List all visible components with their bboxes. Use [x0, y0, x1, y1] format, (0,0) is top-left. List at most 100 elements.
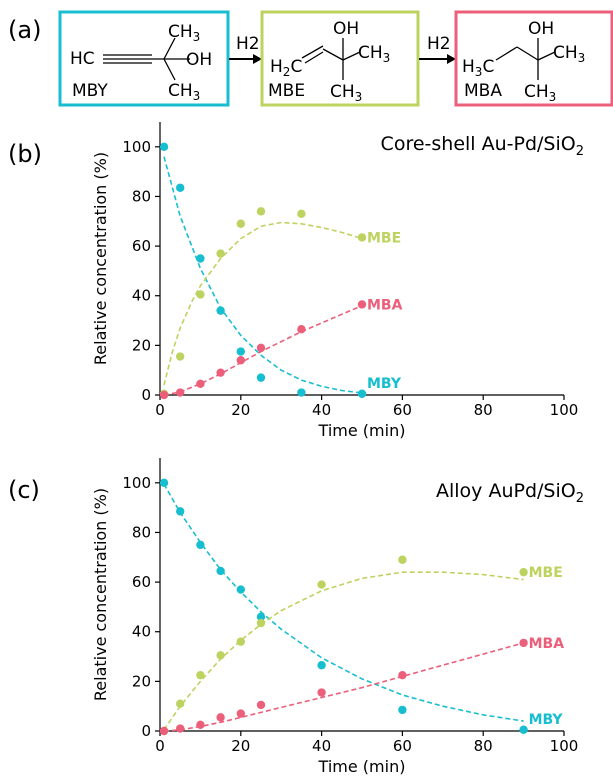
x-tick-label: 40 [312, 401, 331, 419]
svg-text:CH3: CH3 [330, 82, 362, 104]
x-tick-label: 20 [231, 401, 250, 419]
data-point-mby [519, 725, 528, 734]
data-point-mbe [519, 567, 528, 577]
svg-text:H3C: H3C [462, 57, 494, 79]
data-point-mby [176, 507, 185, 516]
fit-curves-b [163, 156, 363, 396]
data-point-mbe [176, 699, 185, 708]
x-axis-title-c: Time (min) [318, 757, 406, 776]
data-point-mbe [216, 249, 225, 258]
ticks-c: 0 20 40 60 80 100 0 20 40 60 80 100 [122, 474, 578, 755]
mbe-structure-drawing: H2C OH CH3 CH3 [270, 19, 390, 104]
y-tick-label: 20 [132, 336, 151, 354]
chart-title-c-main: Alloy AuPd/SiO [436, 480, 576, 502]
data-point-mba [256, 700, 266, 710]
chart-title-c: Alloy AuPd/SiO2 [436, 480, 584, 506]
data-point-mby [236, 585, 245, 594]
y-tick-label: 40 [132, 623, 151, 641]
x-tick-label: 60 [393, 737, 412, 755]
data-point-mby [236, 347, 245, 356]
x-tick-label: 100 [550, 401, 579, 419]
data-point-mba [297, 325, 306, 334]
data-point-mba [236, 709, 245, 718]
chart-title-b: Core-shell Au-Pd/SiO2 [381, 133, 584, 159]
fit-curves-c [163, 483, 524, 732]
mby-structure-box: HC CH3 OH CH3 MBY [58, 10, 230, 107]
mba-structure-drawing: H3C OH CH3 CH3 [462, 19, 585, 104]
data-point-mby [159, 142, 169, 152]
data-point-mbe [317, 580, 326, 589]
arrow-label-1: H2 [236, 34, 260, 54]
x-tick-label: 80 [474, 401, 493, 419]
data-point-mby [176, 183, 185, 192]
data-point-mba [176, 724, 185, 733]
series-label-mby: MBY [367, 376, 402, 392]
data-point-mba [159, 390, 169, 400]
svg-text:CH3: CH3 [553, 43, 585, 65]
chart-title-b-main: Core-shell Au-Pd/SiO [381, 133, 576, 155]
data-point-mba [398, 670, 407, 680]
mba-structure-box: H3C OH CH3 CH3 MBA [454, 10, 613, 107]
data-point-mba [216, 368, 225, 377]
data-point-mbe [297, 209, 306, 219]
data-point-mbe [236, 219, 245, 228]
data-point-mbe [236, 637, 245, 646]
svg-text:CH3: CH3 [168, 81, 200, 103]
x-axis-title-b: Time (min) [318, 421, 406, 440]
y-axis-title-c: Relative concentration (%) [91, 488, 110, 701]
data-point-mba [196, 720, 205, 729]
data-point-mba [519, 638, 528, 648]
data-point-mbe [216, 651, 225, 660]
data-point-mby [196, 254, 205, 263]
data-point-mba [216, 713, 225, 722]
data-point-mby [398, 705, 407, 715]
panel-label-b: (b) [8, 140, 42, 168]
svg-text:CH3: CH3 [168, 22, 200, 44]
panel-label-a: (a) [8, 16, 41, 44]
y-tick-label: 0 [141, 722, 151, 740]
data-point-mba [357, 300, 367, 309]
data-point-mba [176, 388, 185, 397]
data-point-mby [216, 306, 225, 315]
data-point-mbe [357, 233, 367, 242]
data-point-mbe [176, 352, 185, 361]
svg-text:CH3: CH3 [524, 82, 556, 104]
series-label-mba: MBA [529, 636, 565, 652]
x-tick-label: 80 [474, 737, 493, 755]
svg-text:H2C: H2C [270, 57, 302, 79]
y-tick-label: 40 [132, 287, 151, 305]
svg-text:HC: HC [70, 49, 95, 69]
data-points-c [159, 478, 528, 736]
y-tick-label: 20 [132, 672, 151, 690]
data-point-mbe [398, 555, 407, 564]
y-axis-title-b: Relative concentration (%) [91, 152, 110, 365]
mba-box-label: MBA [464, 81, 502, 101]
data-point-mbe [256, 207, 266, 216]
data-point-mba [196, 379, 205, 389]
data-point-mby [317, 661, 326, 670]
data-point-mbe [196, 290, 205, 299]
data-point-mba [236, 356, 245, 365]
y-tick-label: 0 [141, 386, 151, 404]
x-tick-label: 100 [550, 737, 579, 755]
x-tick-label: 0 [155, 737, 165, 755]
svg-text:OH: OH [528, 19, 554, 39]
scheme-panel: (a) HC CH3 OH CH3 MBY H2 [8, 10, 613, 107]
ticks-b: 0 20 40 60 80 100 0 20 40 60 80 100 [122, 138, 578, 419]
mby-structure-drawing: HC CH3 OH CH3 [70, 22, 212, 103]
data-point-mby [159, 478, 169, 488]
y-tick-label: 100 [122, 474, 151, 492]
fit-curve-mbe [163, 571, 524, 731]
x-tick-label: 60 [393, 401, 412, 419]
y-tick-label: 60 [132, 237, 151, 255]
fit-curve-mby [163, 483, 524, 722]
x-tick-label: 20 [231, 737, 250, 755]
svg-text:OH: OH [333, 19, 359, 39]
svg-text:CH3: CH3 [358, 43, 390, 65]
series-label-mbe: MBE [367, 230, 401, 246]
series-label-mbe: MBE [529, 565, 563, 581]
data-point-mby [256, 373, 266, 382]
svg-text:OH: OH [186, 50, 212, 70]
data-point-mby [256, 612, 266, 622]
